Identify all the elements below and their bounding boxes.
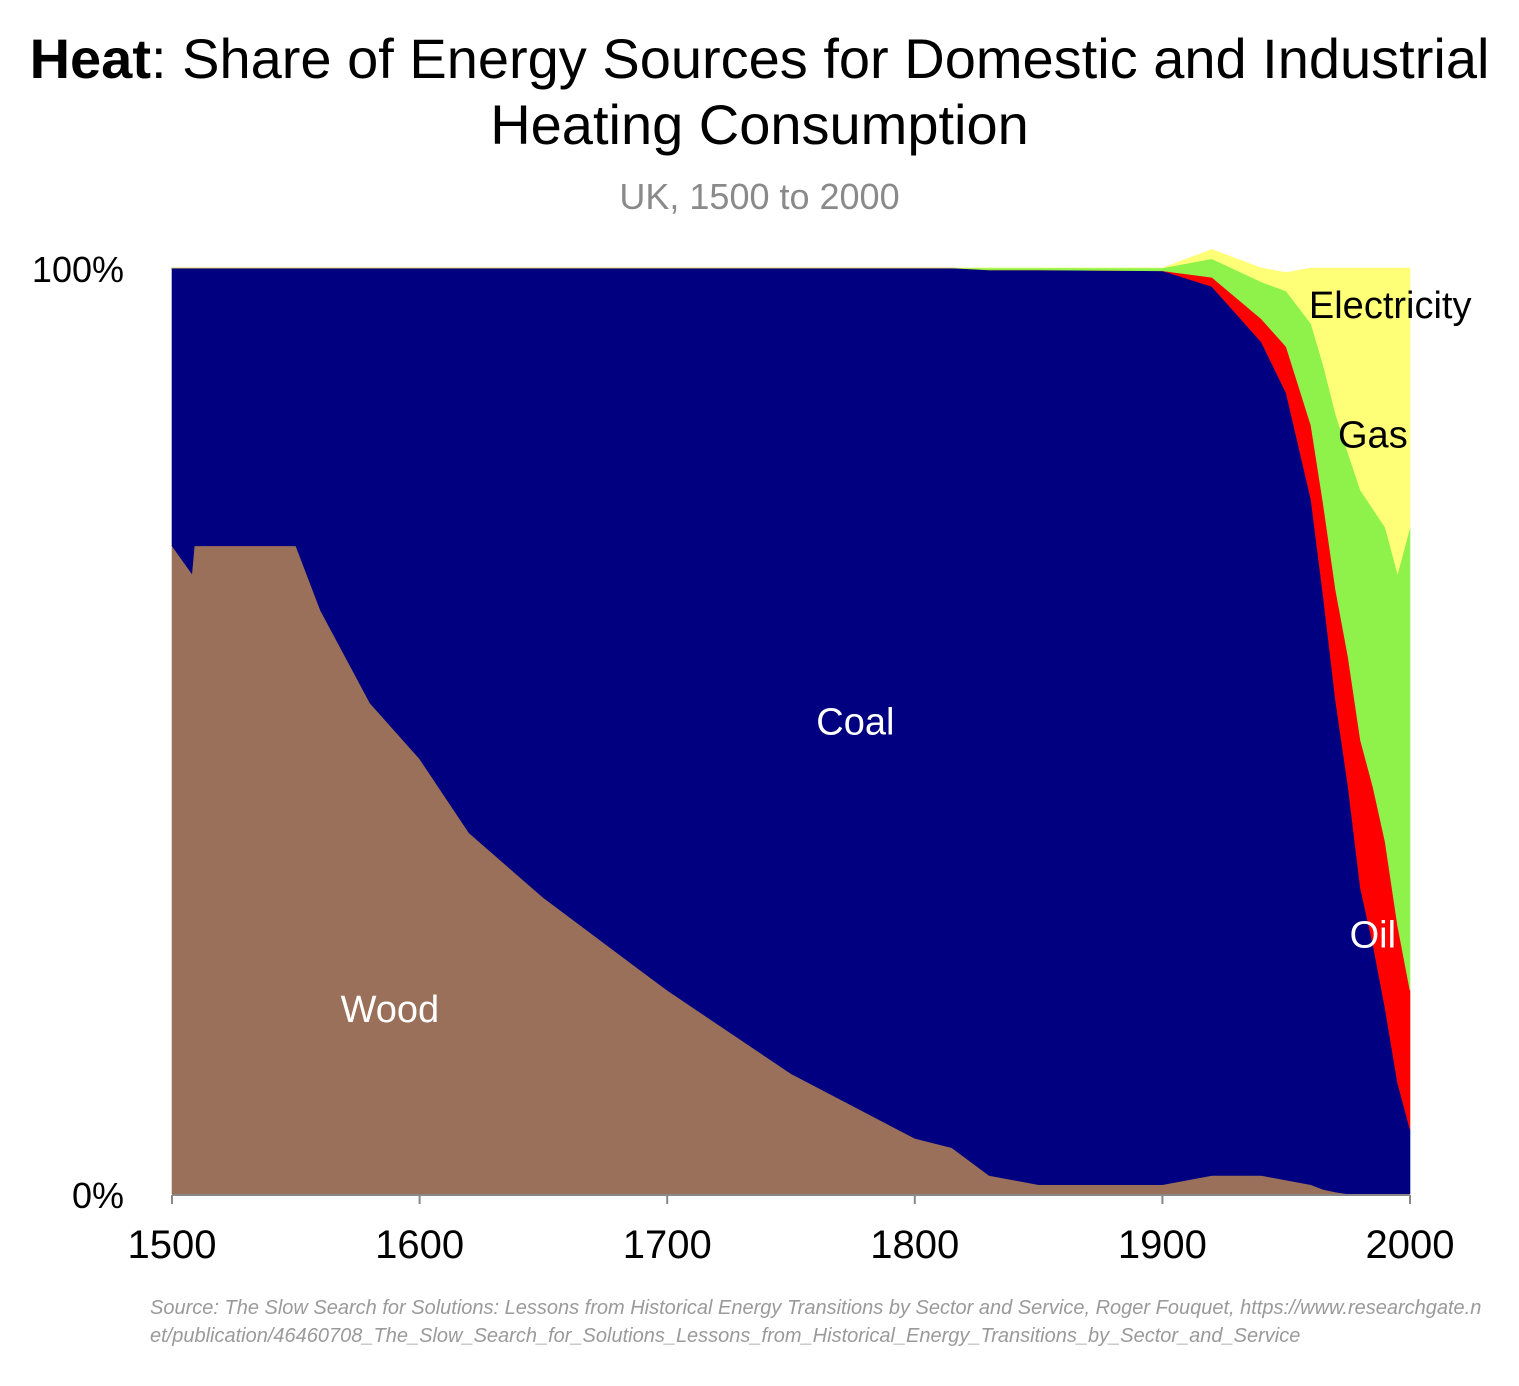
chart-subtitle: UK, 1500 to 2000 — [619, 176, 900, 217]
area-electricity — [172, 249, 1411, 575]
title-bold: Heat — [29, 27, 151, 90]
title-rest: : Share of Energy Sources for Domestic a… — [150, 27, 1490, 156]
series-label-wood: Wood — [341, 989, 440, 1031]
x-tick-label: 2000 — [1366, 1223, 1455, 1267]
chart-title: Heat: Share of Energy Sources for Domest… — [0, 26, 1519, 158]
series-label-gas: Gas — [1338, 415, 1408, 457]
x-tick-label: 1900 — [1118, 1223, 1207, 1267]
source-note: Source: The Slow Search for Solutions: L… — [150, 1297, 1482, 1347]
series-label-oil: Oil — [1350, 915, 1396, 957]
y-tick-label: 0% — [72, 1175, 124, 1216]
x-tick-label: 1700 — [623, 1223, 712, 1267]
stacked-area-chart: 1500 1600 1700 1800 1900 2000 0% 100% Wood Coal Oi… — [32, 249, 1472, 1267]
series-label-coal: Coal — [816, 702, 894, 744]
x-tick-label: 1600 — [375, 1223, 464, 1267]
x-tick-label: 1800 — [870, 1223, 959, 1267]
series-label-electricity: Electricity — [1309, 285, 1472, 327]
y-tick-label: 100% — [32, 249, 124, 290]
x-tick-label: 1500 — [128, 1223, 217, 1267]
